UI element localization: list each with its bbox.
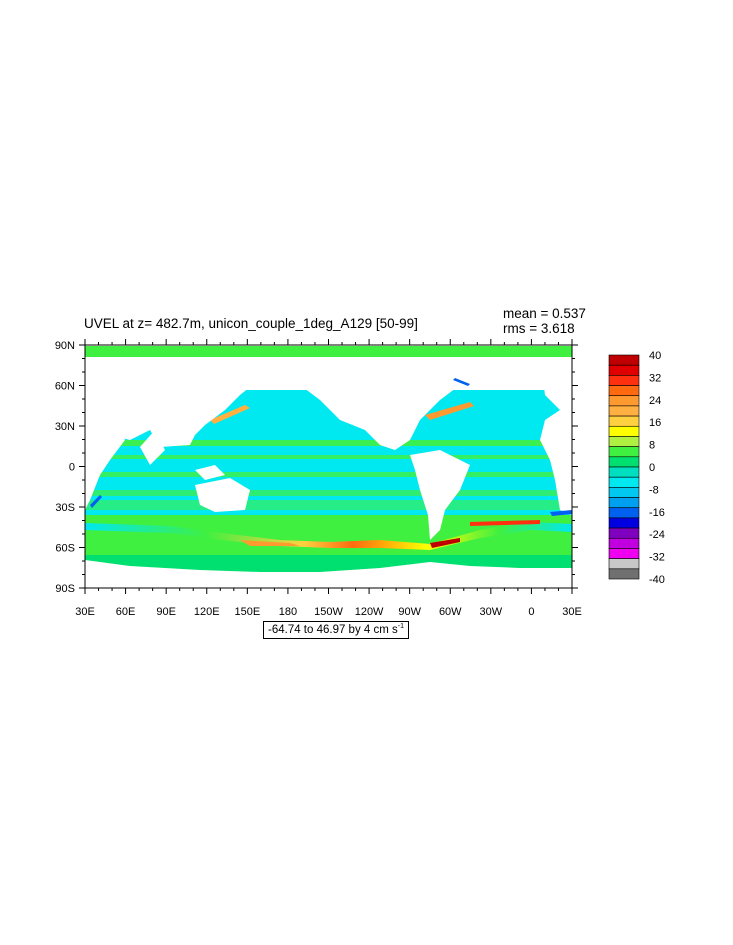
lat-tick-label: 30S	[55, 502, 75, 514]
lon-tick-label: 90W	[398, 606, 421, 618]
lon-tick-label: 90E	[156, 606, 176, 618]
lon-tick-label: 0	[528, 606, 534, 618]
lat-tick-label: 90S	[55, 583, 75, 595]
colorbar-swatch	[608, 507, 640, 519]
lon-tick-label: 30E	[75, 606, 95, 618]
lat-tick-label: 90N	[55, 340, 75, 352]
colorbar: 40 32 24 16 8 0 -8 -16 -24 -32 -40	[608, 350, 665, 586]
lon-tick-label: 30W	[480, 606, 503, 618]
colorbar-swatch	[608, 446, 640, 458]
colorbar-swatch	[608, 558, 640, 570]
colorbar-label: 0	[649, 462, 655, 474]
lon-tick-label: 150W	[314, 606, 343, 618]
colorbar-swatch	[608, 548, 640, 559]
colorbar-label: -32	[649, 552, 665, 564]
lon-tick-label: 150E	[234, 606, 260, 618]
lat-tick-label: 0	[69, 462, 75, 474]
colorbar-label: 24	[649, 395, 661, 407]
lon-tick-label: 120E	[194, 606, 220, 618]
lon-tick-label: 60E	[116, 606, 136, 618]
colorbar-swatch	[608, 497, 640, 509]
velocity-field	[85, 345, 572, 588]
colorbar-swatch	[608, 436, 640, 447]
axis-ticks	[79, 339, 578, 594]
rms-value: rms = 3.618	[503, 321, 575, 336]
colorbar-swatch	[608, 375, 640, 386]
contour-range-label: -64.74 to 46.97 by 4 cm s-1	[263, 621, 410, 639]
colorbar-label: 8	[649, 440, 655, 452]
plot-title: UVEL at z= 482.7m, unicon_couple_1deg_A1…	[84, 316, 418, 331]
mean-value: mean = 0.537	[503, 306, 586, 321]
lat-tick-label: 60S	[55, 543, 75, 555]
lon-tick-label: 120W	[355, 606, 384, 618]
colorbar-swatch	[608, 385, 640, 397]
colorbar-swatch	[608, 466, 640, 478]
lon-tick-label: 180	[279, 606, 297, 618]
colorbar-swatch	[608, 364, 640, 376]
colorbar-swatch	[608, 476, 640, 488]
colorbar-swatch	[608, 517, 640, 529]
colorbar-label: -16	[649, 507, 665, 519]
colorbar-swatch	[608, 415, 640, 427]
lat-tick-label: 30N	[55, 421, 75, 433]
colorbar-label: 40	[649, 350, 661, 362]
colorbar-swatch	[608, 527, 640, 539]
colorbar-swatch	[608, 425, 640, 437]
colorbar-swatch	[608, 568, 640, 580]
colorbar-label: -40	[649, 574, 665, 586]
colorbar-swatch	[608, 487, 640, 498]
land-mask	[85, 357, 572, 588]
range-text: -64.74 to 46.97 by 4 cm s	[268, 624, 398, 636]
colorbar-swatch	[608, 537, 640, 549]
lon-tick-label: 60W	[439, 606, 462, 618]
colorbar-label: 16	[649, 417, 661, 429]
colorbar-label: 32	[649, 372, 661, 384]
colorbar-swatch	[608, 405, 640, 417]
colorbar-label: -8	[649, 484, 659, 496]
colorbar-label: -24	[649, 529, 665, 541]
unit-exponent: -1	[397, 623, 405, 630]
lat-tick-label: 60N	[55, 381, 75, 393]
lon-tick-label: 30E	[562, 606, 582, 618]
colorbar-swatch	[608, 354, 640, 366]
colorbar-swatch	[608, 456, 640, 468]
colorbar-swatch	[608, 395, 640, 407]
